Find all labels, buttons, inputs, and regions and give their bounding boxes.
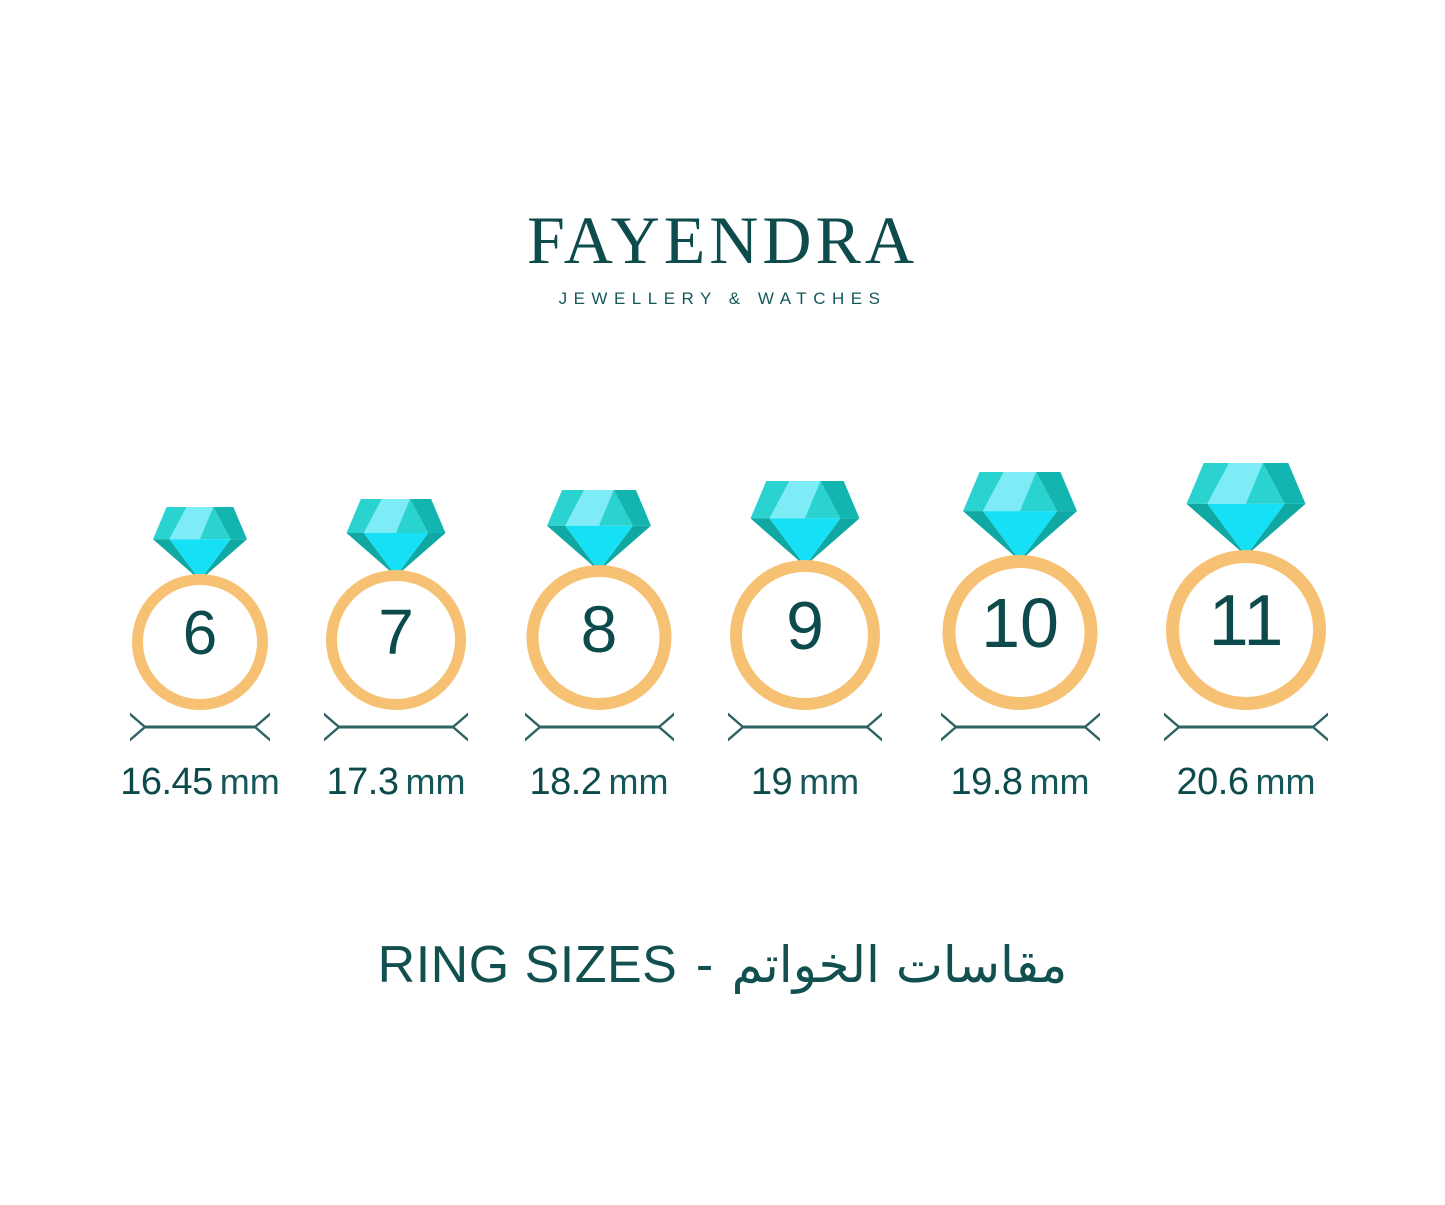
ring-size-number: 7	[378, 595, 414, 668]
ring-item: 10	[910, 440, 1130, 710]
measurement-unit: mm	[219, 761, 280, 802]
ring-item: 9	[695, 440, 915, 710]
ring-size-number: 10	[981, 584, 1059, 663]
measurement-unit: mm	[1255, 761, 1316, 802]
measurement-unit: mm	[1029, 761, 1090, 802]
ring-band	[326, 570, 466, 710]
measurement-value: 16.45	[120, 761, 213, 803]
gem-icon	[963, 472, 1077, 561]
ring-size-number: 9	[786, 588, 824, 665]
ring-band	[132, 574, 268, 710]
gem-icon	[153, 506, 247, 580]
chart-title: RING SIZES - مقاسات الخواتم	[0, 935, 1445, 995]
measurement-labels-row: 16.45 mm 17.3 mm 18.2 mm 19 mm 19.8 mm 20.6 mm	[0, 758, 1445, 814]
measurement-value: 19	[750, 761, 793, 803]
ring-size-row: 6 7 8	[0, 440, 1445, 710]
measurement-label: 20.6 mm	[1096, 758, 1396, 814]
dimension-line	[940, 706, 1100, 748]
measurement-label: 19.8 mm	[870, 758, 1170, 814]
ring-size-number: 11	[1208, 580, 1284, 661]
measurement-unit: mm	[799, 761, 860, 802]
gem-icon	[1186, 463, 1306, 556]
ring-item: 6	[90, 440, 310, 710]
measurement-label: 17.3 mm	[246, 758, 546, 814]
ring-item: 8	[489, 440, 709, 710]
chart-title-arabic: مقاسات الخواتم	[731, 936, 1068, 994]
gem-icon	[750, 480, 860, 566]
dimension-line	[324, 706, 468, 748]
gem-icon	[346, 498, 446, 576]
ring-item: 7	[286, 440, 506, 710]
measurement-value: 18.2	[529, 761, 602, 803]
measurement-value: 19.8	[950, 761, 1023, 803]
ring-item: 11	[1136, 440, 1356, 710]
measurement-label: 16.45 mm	[50, 758, 350, 814]
dimension-line	[130, 706, 270, 748]
measurement-unit: mm	[608, 761, 669, 802]
measurement-unit: mm	[405, 761, 466, 802]
measurement-value: 20.6	[1176, 761, 1249, 803]
ring-size-number: 6	[182, 598, 218, 668]
brand-wordmark: FAYENDRA	[527, 202, 918, 278]
dimension-line	[1164, 706, 1328, 748]
gem-icon	[547, 489, 651, 571]
measurement-value: 17.3	[326, 761, 399, 803]
measurement-label: 19 mm	[655, 758, 955, 814]
brand-logo: FAYENDRA JEWELLERY & WATCHES	[0, 206, 1445, 307]
dimension-lines-row	[0, 706, 1445, 756]
measurement-label: 18.2 mm	[449, 758, 749, 814]
dimension-line	[728, 706, 882, 748]
chart-title-separator: -	[695, 936, 714, 994]
brand-tagline: JEWELLERY & WATCHES	[558, 289, 887, 308]
chart-title-english: RING SIZES	[377, 936, 678, 994]
dimension-line	[524, 706, 674, 748]
ring-size-number: 8	[580, 591, 618, 666]
